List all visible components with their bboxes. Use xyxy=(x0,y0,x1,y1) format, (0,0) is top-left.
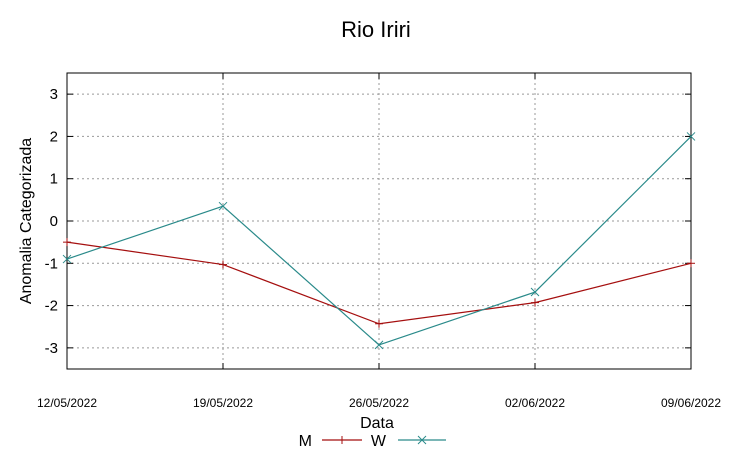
legend-marker-M xyxy=(338,436,346,444)
y-tick-label: -3 xyxy=(45,340,58,357)
series-layer xyxy=(62,132,696,350)
y-axis-label: Anomalia Categorizada xyxy=(18,138,35,304)
legend-marker-W xyxy=(417,435,427,445)
data-point-M xyxy=(687,259,695,268)
y-tick-label: -2 xyxy=(45,298,58,315)
x-axis: 12/05/2022 19/05/2022 26/05/2022 02/06/2022… xyxy=(37,73,721,410)
data-point-M xyxy=(219,260,227,269)
data-point-W xyxy=(218,201,228,211)
legend-label-W: W xyxy=(371,433,387,450)
data-point-W xyxy=(62,254,72,264)
y-tick-label: 3 xyxy=(50,86,58,103)
y-axis: 3 2 1 0 -1 -2 -3 xyxy=(45,86,691,357)
data-point-M xyxy=(375,319,383,328)
data-point-M xyxy=(531,298,539,307)
data-point-W xyxy=(530,287,540,297)
x-tick-label: 02/06/2022 xyxy=(505,396,565,410)
chart-title: Rio Iriri xyxy=(341,17,411,42)
x-tick-label: 12/05/2022 xyxy=(37,396,97,410)
data-point-W xyxy=(686,132,696,141)
data-point-M xyxy=(63,238,71,247)
legend-label-M: M xyxy=(299,433,312,450)
y-tick-label: 2 xyxy=(50,128,58,145)
data-point-W xyxy=(374,340,384,350)
y-tick-label: 0 xyxy=(50,213,58,230)
x-tick-label: 19/05/2022 xyxy=(193,396,253,410)
y-tick-label: 1 xyxy=(50,171,58,188)
y-tick-label: -1 xyxy=(45,255,58,272)
x-axis-label: Data xyxy=(360,415,394,432)
x-tick-label: 26/05/2022 xyxy=(349,396,409,410)
grid xyxy=(67,73,691,369)
x-tick-label: 09/06/2022 xyxy=(661,396,721,410)
